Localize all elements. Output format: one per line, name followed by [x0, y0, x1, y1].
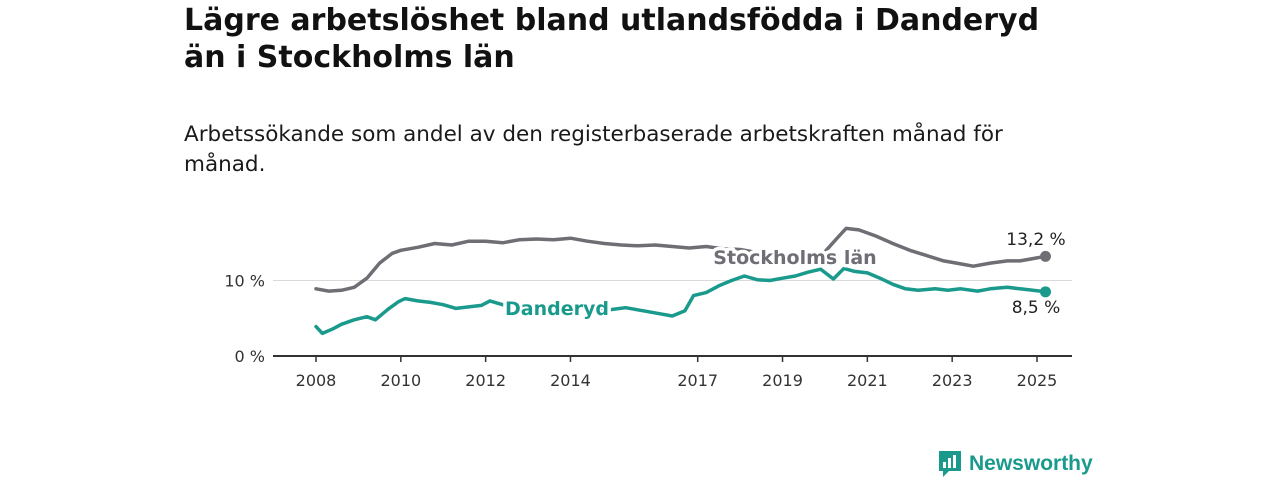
series-end-marker-0	[1039, 250, 1051, 262]
series-name-label: Stockholms län	[713, 247, 876, 269]
x-tick-label: 2014	[550, 371, 591, 390]
y-axis-labels: 0 % 10 %	[224, 272, 265, 367]
series-lines	[314, 226, 1051, 336]
y-tick-label: 0 %	[235, 347, 265, 366]
x-tick-label: 2017	[677, 371, 718, 390]
y-tick-label: 10 %	[224, 272, 265, 291]
x-tick-label: 2023	[932, 371, 973, 390]
series-end-value-label: 8,5 %	[1012, 298, 1061, 318]
x-tick-label: 2010	[380, 371, 421, 390]
x-tick-label: 2025	[1017, 371, 1058, 390]
series-name-label: Danderyd	[505, 298, 609, 320]
series-end-marker-1	[1039, 286, 1051, 298]
series-end-value-label: 13,2 %	[1006, 230, 1065, 250]
x-axis-labels: 2008 2010 2012 2014 2017 2019 2021 2023 2025	[296, 371, 1058, 390]
x-tick-label: 2012	[465, 371, 506, 390]
newsworthy-logo: Newsworthy	[937, 448, 1093, 480]
newsworthy-logo-text: Newsworthy	[969, 452, 1093, 475]
x-tick-label: 2008	[296, 371, 337, 390]
x-tick-label: 2019	[762, 371, 803, 390]
series-line-1	[314, 266, 1048, 336]
chart-title: Lägre arbetslöshet bland utlandsfödda i …	[184, 3, 1040, 75]
grid-lines	[273, 280, 1072, 362]
chart-subtitle: Arbetssökande som andel av den registerb…	[184, 122, 1003, 177]
series-labels: Stockholms län Danderyd 13,2 % 8,5 %	[502, 228, 1069, 324]
newsworthy-logo-icon	[939, 451, 961, 477]
series-line-0	[314, 226, 1048, 293]
x-tick-label: 2021	[847, 371, 888, 390]
